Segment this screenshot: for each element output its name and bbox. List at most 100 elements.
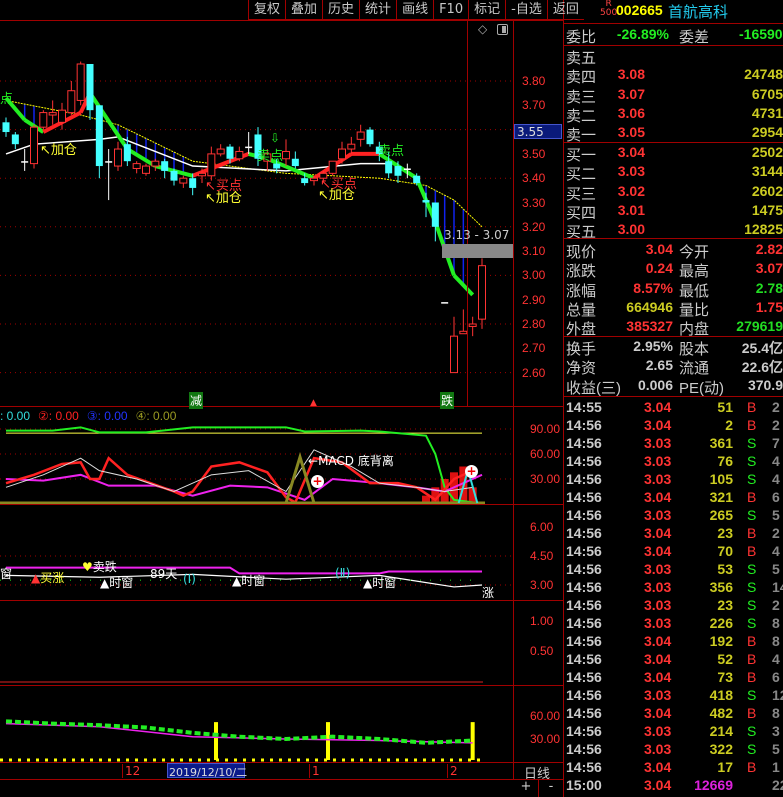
- sells-level[interactable]: 卖四 3.08 24748: [566, 66, 783, 86]
- history-button[interactable]: 历史: [322, 0, 359, 19]
- tick-row: 14:56 3.04 482 B 8: [566, 705, 783, 723]
- tick-count: 5: [772, 507, 780, 523]
- tick-price: 3.04: [644, 543, 672, 559]
- tick-volume: 73: [717, 669, 733, 685]
- fundamental-row: 换手 2.95% 股本 25.4亿: [566, 338, 783, 358]
- tick-price: 3.04: [644, 525, 672, 541]
- add-position-label: ↖加仓: [318, 188, 355, 203]
- tick-side: S: [747, 507, 757, 523]
- tick-price: 3.04: [644, 489, 672, 505]
- candle-up: [478, 265, 486, 320]
- candle-up: [263, 153, 272, 162]
- level-price: 3.03: [617, 163, 645, 180]
- level-volume: 2954: [751, 124, 783, 141]
- tick-count: 3: [772, 723, 780, 739]
- panel-toggle-icon[interactable]: [497, 24, 508, 35]
- tick-volume: 418: [709, 687, 733, 703]
- ind1-white-line: [5, 449, 473, 493]
- kline-chart[interactable]: [0, 0, 513, 797]
- tick-count: 5: [772, 561, 780, 577]
- days-89-label: 89天: [150, 567, 178, 581]
- indicator-tick: 4.50: [530, 549, 554, 563]
- divider: [563, 45, 783, 46]
- buys-level[interactable]: 买五 3.00 12825: [566, 221, 783, 241]
- panel-separator: [0, 406, 563, 407]
- zoom-in-button[interactable]: +: [514, 779, 539, 797]
- candle-up: [282, 150, 290, 160]
- quote-label: 总量: [566, 301, 597, 319]
- f10-button[interactable]: F10: [433, 0, 468, 19]
- back-button[interactable]: 返回: [546, 0, 584, 19]
- tick-price: 3.04: [644, 759, 672, 775]
- statistics-button[interactable]: 统计: [359, 0, 396, 19]
- quote-row: 总量 664946 量比 1.75: [566, 299, 783, 319]
- quote-value: 2.78: [755, 279, 783, 296]
- period-selector[interactable]: 日线: [524, 767, 551, 782]
- sells-level[interactable]: 卖五: [566, 47, 783, 67]
- tick-volume: 12669: [694, 777, 733, 793]
- mark-button[interactable]: 标记: [468, 0, 505, 19]
- stock-name: 首航高科: [668, 3, 729, 21]
- candle-down: [291, 158, 299, 167]
- candle-down: [2, 122, 10, 133]
- ind1-spike: [284, 451, 316, 504]
- level-volume: 2502: [751, 144, 783, 160]
- tick-volume: 52: [717, 651, 733, 667]
- buys-level[interactable]: 买四 3.01 1475: [566, 202, 783, 222]
- sells-level[interactable]: 卖一 3.05 2954: [566, 124, 783, 144]
- date-tick-jan: 1: [309, 764, 320, 778]
- wave-1-label: (Ⅰ): [183, 572, 196, 586]
- candle-doji: [403, 168, 411, 170]
- candle-up: [48, 112, 57, 116]
- candle-down: [189, 178, 197, 188]
- buy-point-label: ↖买点: [205, 179, 242, 194]
- candle-down: [123, 144, 131, 162]
- tick-time: 14:56: [566, 579, 602, 595]
- indicator-tick: 30.00: [530, 472, 561, 486]
- divider: [563, 142, 783, 143]
- margin-badge: R 500: [600, 0, 618, 18]
- sells-level[interactable]: 卖三 3.07 6705: [566, 86, 783, 106]
- tick-volume: 76: [717, 453, 733, 469]
- sells-level[interactable]: 卖二 3.06 4731: [566, 104, 783, 125]
- quote-label: 外盘: [566, 321, 597, 339]
- fund-label: 流通: [679, 360, 710, 378]
- candle-down: [413, 175, 421, 184]
- buys-level[interactable]: 买二 3.03 3144: [566, 163, 783, 183]
- overlay-button[interactable]: 叠加: [285, 0, 322, 19]
- fall-signal: 跌: [440, 392, 455, 409]
- restore-rights-button[interactable]: 复权: [248, 0, 285, 19]
- tick-volume: 17: [717, 759, 733, 775]
- fund-value: 25.4亿: [741, 340, 783, 356]
- level-price: 3.06: [617, 104, 645, 121]
- indicator-tick: 90.00: [530, 422, 561, 436]
- tick-count: 7: [772, 435, 780, 451]
- tick-time: 14:56: [566, 597, 602, 613]
- candle-up: [76, 63, 85, 101]
- candle-up: [328, 160, 337, 174]
- diamond-icon[interactable]: ◇: [478, 22, 488, 36]
- draw-line-button[interactable]: 画线: [396, 0, 433, 19]
- tick-volume: 361: [709, 435, 733, 451]
- tick-time: 14:56: [566, 687, 602, 703]
- fund-label: 收益(三): [566, 379, 621, 397]
- candle-down: [86, 63, 94, 111]
- price-tick: 3.40: [522, 171, 546, 186]
- zoom-out-button[interactable]: -: [548, 779, 554, 794]
- tick-row: 14:56 3.04 321 B 6: [566, 489, 783, 507]
- tick-price: 3.03: [644, 471, 672, 487]
- tick-price: 3.03: [644, 741, 672, 757]
- candle-up: [67, 90, 76, 114]
- tick-price: 3.04: [644, 417, 672, 433]
- up-signal-icon: ▲: [310, 398, 317, 408]
- buys-level[interactable]: 买一 3.04 2502: [566, 144, 783, 164]
- date-tick-feb: 2: [447, 764, 458, 778]
- quote-label: 最低: [679, 282, 710, 300]
- tick-row: 14:56 3.03 226 S 8: [566, 615, 783, 633]
- level-price: 3.04: [617, 144, 645, 160]
- buys-level[interactable]: 买三 3.02 2602: [566, 183, 783, 203]
- fundamental-row: 收益(三) 0.006 PE(动) 370.9: [566, 377, 783, 397]
- fund-label: PE(动): [679, 379, 725, 397]
- remove-watchlist-button[interactable]: -自选: [505, 0, 547, 19]
- add-position-label: ↖加仓: [40, 143, 77, 158]
